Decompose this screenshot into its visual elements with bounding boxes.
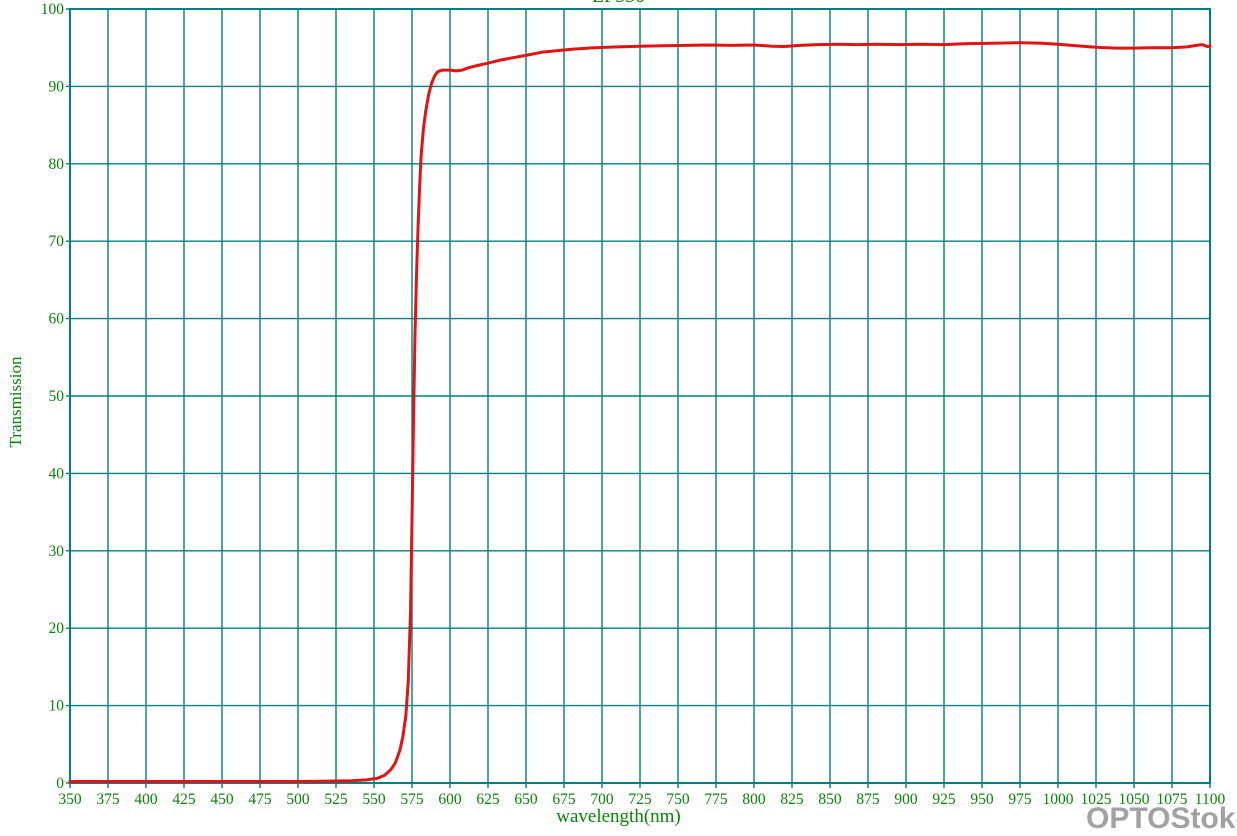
x-tick-label: 575 [400,791,424,808]
x-tick-label: 900 [894,791,918,808]
transmission-curve-path [68,41,1212,783]
x-tick-label: 950 [970,791,994,808]
y-axis-title: Transmission [6,356,25,448]
x-tick-label: 975 [1008,791,1032,808]
x-tick-label: 600 [438,791,462,808]
x-tick-label: 725 [628,791,652,808]
x-tick-label: 500 [286,791,310,808]
x-tick-label: 775 [704,791,728,808]
x-tick-label: 550 [362,791,386,808]
y-tick-label: 80 [49,156,65,173]
x-tick-label: 375 [96,791,120,808]
x-tick-label: 1000 [1043,791,1074,808]
x-tick-label: 475 [248,791,272,808]
x-tick-label: 750 [666,791,690,808]
x-tick-label: 1025 [1081,791,1112,808]
x-tick-label: 350 [58,791,82,808]
x-tick-label: 525 [324,791,348,808]
y-tick-label: 30 [49,543,65,560]
y-tick-label: 100 [41,1,65,18]
y-tick-label: 90 [49,78,65,95]
y-tick-label: 40 [49,465,65,482]
x-tick-label: 400 [134,791,158,808]
x-tick-label: 850 [818,791,842,808]
chart-title: LP550 [0,0,1237,8]
x-tick-label: 1100 [1195,791,1226,808]
x-tick-label: 700 [590,791,614,808]
x-tick-label: 1075 [1157,791,1188,808]
x-axis-title: wavelength(nm) [556,806,681,827]
y-tick-label: 20 [49,620,65,637]
y-tick-label: 10 [49,698,65,715]
grid-lines [66,8,1211,788]
x-tick-label: 825 [780,791,804,808]
x-tick-label: 650 [514,791,538,808]
transmission-curve [68,41,1212,783]
x-tick-label: 925 [932,791,956,808]
x-tick-label: 425 [172,791,196,808]
watermark-logo: OPTOStokes [1086,802,1237,835]
x-tick-label: 800 [742,791,766,808]
x-tick-label: 450 [210,791,234,808]
x-tick-label: 675 [552,791,576,808]
y-tick-label: 50 [49,388,65,405]
plot-border [69,8,1211,784]
x-tick-label: 875 [856,791,880,808]
x-tick-label: 1050 [1119,791,1150,808]
axis-tick-labels: 350 375 400 425 450 475 500 525 550 575 600 625 650 6… [41,1,1226,808]
y-tick-label: 60 [49,311,65,328]
y-tick-label: 70 [49,233,65,250]
y-tick-label: 0 [56,775,64,792]
x-tick-label: 625 [476,791,500,808]
